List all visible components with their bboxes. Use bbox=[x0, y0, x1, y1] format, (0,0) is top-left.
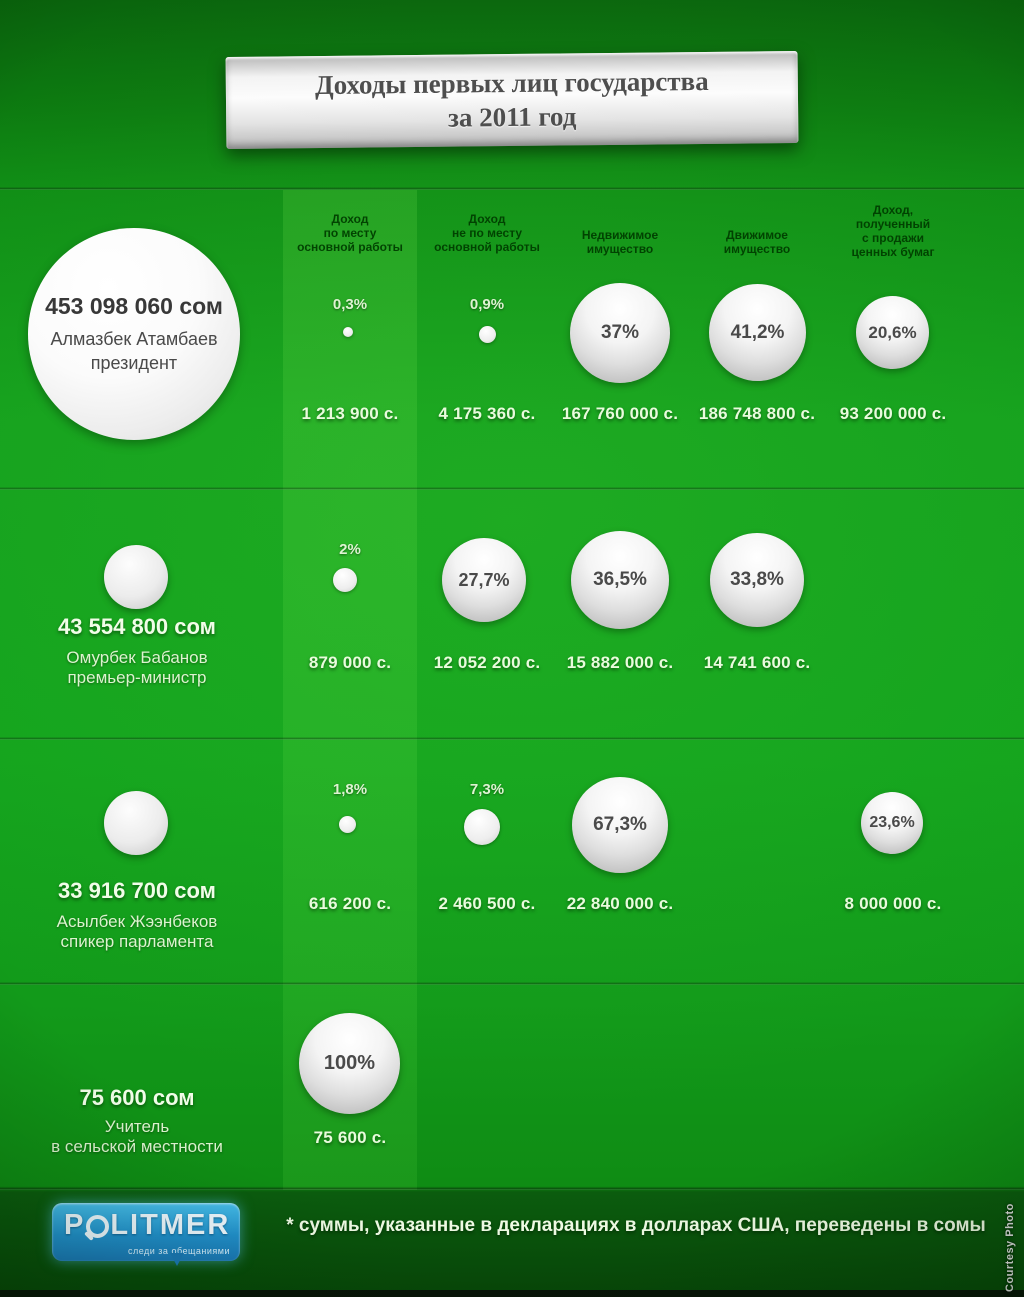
value-bubble: 100% bbox=[299, 1013, 400, 1114]
amount-label: 2 460 500 с. bbox=[438, 894, 536, 913]
person-text-block: 33 916 700 сом Асылбек Жээнбеков спикер … bbox=[16, 878, 258, 952]
percent-label: 100% bbox=[323, 1052, 376, 1074]
column-header-income-other-job: Доход не по месту основной работы bbox=[434, 212, 540, 254]
amount-label: 4 175 360 с. bbox=[438, 404, 536, 423]
value-bubble: 41,2% bbox=[709, 284, 806, 381]
amount-label: 75 600 с. bbox=[313, 1128, 387, 1147]
title-banner: Доходы первых лиц государства за 2011 го… bbox=[225, 51, 799, 149]
amount-label: 8 000 000 с. bbox=[844, 894, 942, 913]
person-total: 43 554 800 сом bbox=[58, 614, 216, 639]
value-bubble: 36,5% bbox=[571, 531, 669, 629]
logo-text-part2: LITMER bbox=[110, 1209, 231, 1241]
value-dot bbox=[343, 327, 353, 337]
amount-label: 167 760 000 с. bbox=[561, 404, 679, 423]
row-separator bbox=[0, 487, 1024, 490]
amount-label: 22 840 000 с. bbox=[566, 894, 674, 913]
person-total: 453 098 060 сом bbox=[45, 293, 223, 319]
amount-label: 14 741 600 с. bbox=[703, 653, 811, 672]
percent-label: 0,9% bbox=[469, 296, 505, 313]
value-bubble: 27,7% bbox=[442, 538, 526, 622]
person-position: спикер парламента bbox=[60, 932, 214, 951]
politmer-logo: P LITMER следи за обещаниями bbox=[52, 1203, 240, 1266]
row-separator bbox=[0, 1187, 1024, 1190]
column-header-real-estate: Недвижимое имущество bbox=[581, 228, 659, 256]
person-bubble-prime-minister bbox=[104, 545, 168, 609]
person-name: Асылбек Жээнбеков bbox=[56, 912, 218, 931]
value-dot bbox=[339, 816, 356, 833]
person-position: премьер-министр bbox=[67, 668, 207, 687]
person-text-block: 43 554 800 сом Омурбек Бабанов премьер-м… bbox=[16, 614, 258, 688]
percent-label: 41,2% bbox=[730, 321, 785, 343]
percent-label: 20,6% bbox=[868, 322, 917, 342]
percent-label: 0,3% bbox=[332, 296, 368, 313]
page-title-line2: за 2011 год bbox=[447, 101, 577, 133]
politmer-logo-text: P LITMER bbox=[64, 1209, 230, 1242]
column-header-securities-sale: Доход, полученный с продажи ценных бумаг bbox=[851, 203, 935, 259]
column-header-income-main-job: Доход по месту основной работы bbox=[297, 212, 403, 254]
person-name: Омурбек Бабанов bbox=[66, 648, 208, 667]
percent-label: 23,6% bbox=[869, 814, 915, 831]
courtesy-photo-watermark: Courtesy Photo bbox=[1004, 1203, 1016, 1292]
logo-tagline: следи за обещаниями bbox=[127, 1246, 230, 1256]
person-text-block: 75 600 сом Учитель в сельской местности bbox=[16, 1085, 258, 1157]
amount-label: 186 748 800 с. bbox=[698, 404, 816, 423]
amount-label: 879 000 с. bbox=[308, 653, 392, 672]
percent-label: 33,8% bbox=[730, 569, 784, 590]
percent-label: 67,3% bbox=[593, 814, 647, 835]
amount-label: 15 882 000 с. bbox=[566, 653, 674, 672]
percent-label: 36,5% bbox=[593, 569, 647, 590]
value-bubble: 33,8% bbox=[710, 533, 804, 627]
person-name: Учитель bbox=[104, 1117, 170, 1136]
person-position: в сельской местности bbox=[51, 1137, 223, 1156]
person-bubble-speaker bbox=[104, 791, 168, 855]
value-bubble: 67,3% bbox=[572, 777, 668, 873]
person-total: 75 600 сом bbox=[79, 1085, 195, 1110]
amount-label: 616 200 с. bbox=[308, 894, 392, 913]
footnote: * суммы, указанные в декларациях в долла… bbox=[286, 1215, 986, 1236]
person-bubble-president: 453 098 060 сом Алмазбек Атамбаев презид… bbox=[28, 228, 240, 440]
percent-label: 2% bbox=[339, 541, 361, 558]
amount-label: 12 052 200 с. bbox=[433, 653, 541, 672]
bottom-edge-bar bbox=[0, 1290, 1024, 1297]
page-title-line1: Доходы первых лиц государства bbox=[314, 65, 709, 101]
percent-label: 37% bbox=[600, 322, 640, 343]
row-separator bbox=[0, 187, 1024, 190]
person-name: Алмазбек Атамбаев bbox=[50, 329, 218, 349]
logo-text-part1: P bbox=[64, 1209, 86, 1241]
column-header-movable-property: Движимое имущество bbox=[723, 228, 791, 256]
magnifier-icon bbox=[86, 1215, 110, 1238]
percent-label: 27,7% bbox=[458, 569, 510, 590]
row-separator bbox=[0, 737, 1024, 740]
value-bubble: 23,6% bbox=[861, 792, 923, 854]
person-total: 33 916 700 сом bbox=[58, 878, 216, 903]
value-bubble: 37% bbox=[570, 283, 670, 383]
person-position: президент bbox=[90, 353, 178, 373]
value-dot bbox=[333, 568, 357, 592]
value-dot bbox=[464, 809, 500, 845]
percent-label: 7,3% bbox=[469, 781, 505, 798]
value-dot bbox=[479, 326, 496, 343]
value-bubble: 20,6% bbox=[856, 296, 929, 369]
amount-label: 93 200 000 с. bbox=[839, 404, 947, 423]
row-separator bbox=[0, 982, 1024, 985]
percent-label: 1,8% bbox=[332, 781, 368, 798]
amount-label: 1 213 900 с. bbox=[301, 404, 399, 423]
